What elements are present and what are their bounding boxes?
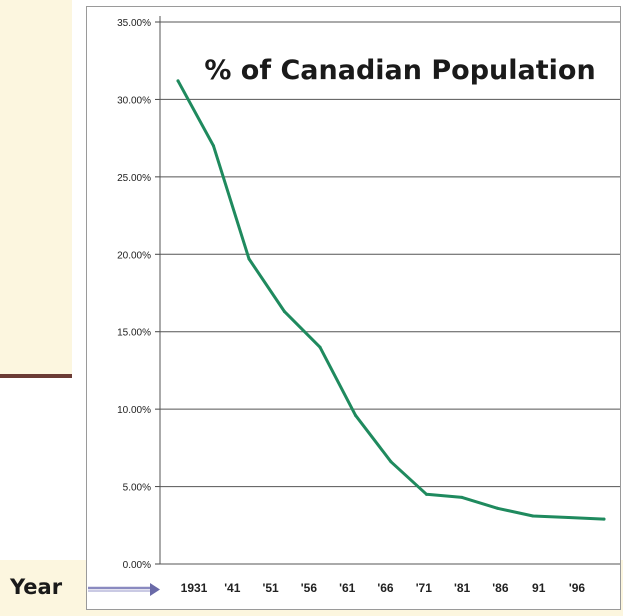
y-tick-labels: 0.00% 5.00% 10.00% 15.00% 20.00% 25.00% 30.00%… (117, 18, 151, 571)
x-tick-label: '56 (301, 581, 318, 595)
x-tick-label: '81 (454, 581, 471, 595)
x-tick-label: 91 (532, 581, 546, 595)
chart-frame (86, 6, 621, 610)
data-point (567, 516, 570, 520)
x-tick-labels: 1931 '41 '51 '56 '61 '66 '71 '81 '86 91 '96 (181, 581, 586, 595)
x-tick-label: '61 (339, 581, 356, 595)
chart-title: % of Canadian Population (204, 55, 595, 86)
y-tick-label: 15.00% (117, 328, 151, 339)
data-point (496, 506, 499, 510)
y-tick-label: 0.00% (123, 560, 151, 571)
x-tick-label: '86 (492, 581, 509, 595)
data-point (531, 514, 535, 518)
data-point (425, 492, 428, 496)
x-tick-label: '41 (224, 581, 241, 595)
gridlines (160, 21, 620, 488)
x-axis-label: Year (10, 575, 63, 599)
x-tick-label: '96 (569, 581, 586, 595)
x-tick-label: '71 (416, 581, 433, 595)
y-tick-label: 20.00% (117, 250, 151, 261)
y-tick-label: 10.00% (117, 405, 151, 416)
data-point (212, 144, 215, 148)
data-point (247, 257, 251, 261)
y-tick-label: 5.00% (123, 483, 151, 494)
axes (155, 16, 620, 565)
x-tick-label: '51 (262, 581, 279, 595)
x-tick-label: 1931 (181, 581, 208, 595)
data-point (389, 460, 393, 464)
series-layer (176, 79, 606, 521)
series-line (176, 79, 606, 521)
left-divider-line (0, 374, 72, 378)
data-point (354, 413, 357, 417)
y-tick-label: 30.00% (117, 95, 151, 106)
data-point (318, 345, 322, 349)
y-tick-label: 25.00% (117, 173, 151, 184)
y-tick-label: 35.00% (117, 18, 151, 29)
data-point (283, 310, 286, 314)
left-cream-panel (0, 0, 72, 376)
x-tick-label: '66 (377, 581, 394, 595)
data-point (460, 495, 464, 499)
data-point (176, 79, 180, 83)
data-point (602, 517, 606, 521)
